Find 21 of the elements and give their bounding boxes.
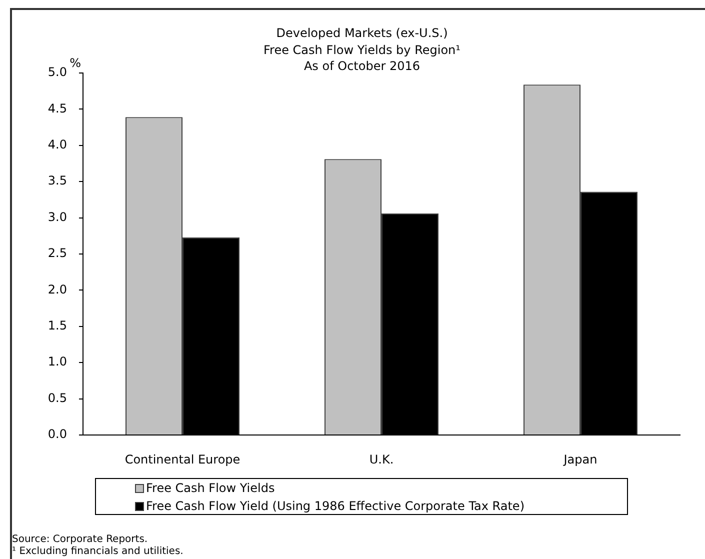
source-note: Source: Corporate Reports. bbox=[12, 534, 149, 546]
x-tick-label: U.K. bbox=[369, 452, 394, 466]
y-tick-label: 1.5 bbox=[48, 318, 67, 333]
x-tick-label: Continental Europe bbox=[124, 452, 240, 466]
y-tick-label: 2.5 bbox=[48, 246, 67, 260]
y-axis-title: % bbox=[70, 56, 81, 70]
y-tick-label: 4.5 bbox=[48, 101, 67, 116]
legend-label: Free Cash Flow Yield (Using 1986 Effective Corporate Tax Rate) bbox=[146, 498, 524, 514]
y-tick-label: 0.0 bbox=[48, 427, 67, 442]
legend-label: Free Cash Flow Yields bbox=[146, 480, 275, 497]
y-tick-label: 0.5 bbox=[48, 390, 67, 405]
y-tick-label: 3.0 bbox=[48, 210, 67, 224]
y-tick-label: 3.5 bbox=[48, 174, 67, 188]
chart-subtitle: As of October 2016 bbox=[302, 58, 422, 74]
y-tick-label: 2.0 bbox=[48, 282, 67, 296]
y-tick-label: 1.0 bbox=[48, 354, 67, 369]
y-tick-label: 5.0 bbox=[48, 65, 67, 80]
chart-title: Developed Markets (ex-U.S.) Free Cash Flow Yields by Region¹ bbox=[262, 25, 462, 58]
x-tick-label: Japan bbox=[562, 452, 598, 466]
text: ¹ Excluding financials and utilities. bbox=[12, 546, 184, 558]
y-tick-label: 4.0 bbox=[48, 138, 67, 152]
